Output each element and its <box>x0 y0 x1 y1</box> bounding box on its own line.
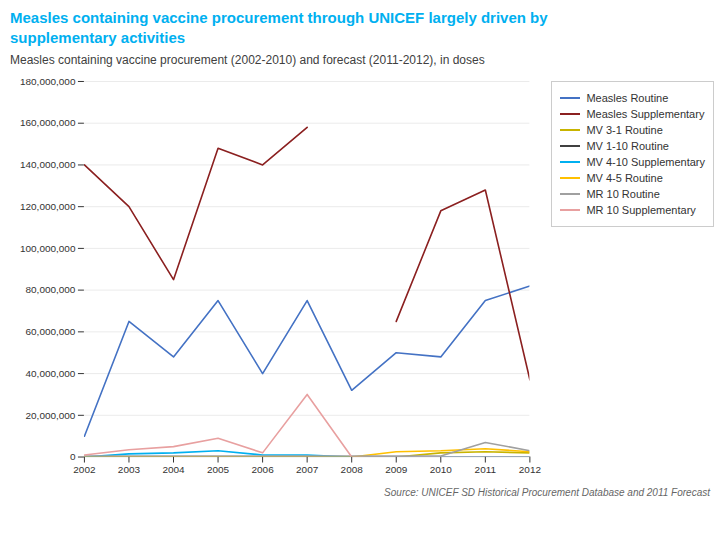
svg-text:60,000,000: 60,000,000 <box>26 326 76 337</box>
svg-text:120,000,000: 120,000,000 <box>20 201 76 212</box>
svg-text:100,000,000: 100,000,000 <box>20 243 76 254</box>
svg-text:2008: 2008 <box>341 464 364 475</box>
svg-text:2010: 2010 <box>430 464 453 475</box>
svg-text:2009: 2009 <box>385 464 408 475</box>
svg-text:2005: 2005 <box>207 464 230 475</box>
svg-text:2003: 2003 <box>118 464 141 475</box>
html-text:Measles containing vaccine pro: Measles containing vaccine procurement (… <box>10 53 485 67</box>
svg-text:2002: 2002 <box>73 464 96 475</box>
svg-text:40,000,000: 40,000,000 <box>26 368 76 379</box>
html-text:MR 10 Routine: MR 10 Routine <box>586 188 660 200</box>
html-text:MV 4-5 Routine: MV 4-5 Routine <box>586 172 663 184</box>
html-text:MV 4-10 Supplementary: MV 4-10 Supplementary <box>586 156 705 168</box>
html-text:Measles Supplementary: Measles Supplementary <box>586 108 705 120</box>
svg-text:2006: 2006 <box>252 464 275 475</box>
svg-text:2012: 2012 <box>519 464 542 475</box>
svg-text:2007: 2007 <box>296 464 319 475</box>
svg-text:0: 0 <box>70 451 76 462</box>
html-text:Measles containing vaccine pro: Measles containing vaccine procurement t… <box>10 9 548 46</box>
html-text:Measles Routine: Measles Routine <box>586 92 669 104</box>
svg-text:160,000,000: 160,000,000 <box>20 117 76 128</box>
svg-text:2011: 2011 <box>475 464 497 475</box>
svg-text:20,000,000: 20,000,000 <box>26 410 76 421</box>
html-text:MR 10 Supplementary: MR 10 Supplementary <box>586 204 696 216</box>
svg-text:2004: 2004 <box>162 464 185 475</box>
svg-text:180,000,000: 180,000,000 <box>20 76 76 87</box>
html-text:MV 1-10 Routine: MV 1-10 Routine <box>586 140 669 152</box>
html-text:MV 3-1 Routine: MV 3-1 Routine <box>586 124 663 136</box>
html-text:Source: UNICEF SD Historical P: Source: UNICEF SD Historical Procurement… <box>384 486 710 498</box>
svg-text:140,000,000: 140,000,000 <box>20 159 76 170</box>
svg-text:80,000,000: 80,000,000 <box>26 284 76 295</box>
